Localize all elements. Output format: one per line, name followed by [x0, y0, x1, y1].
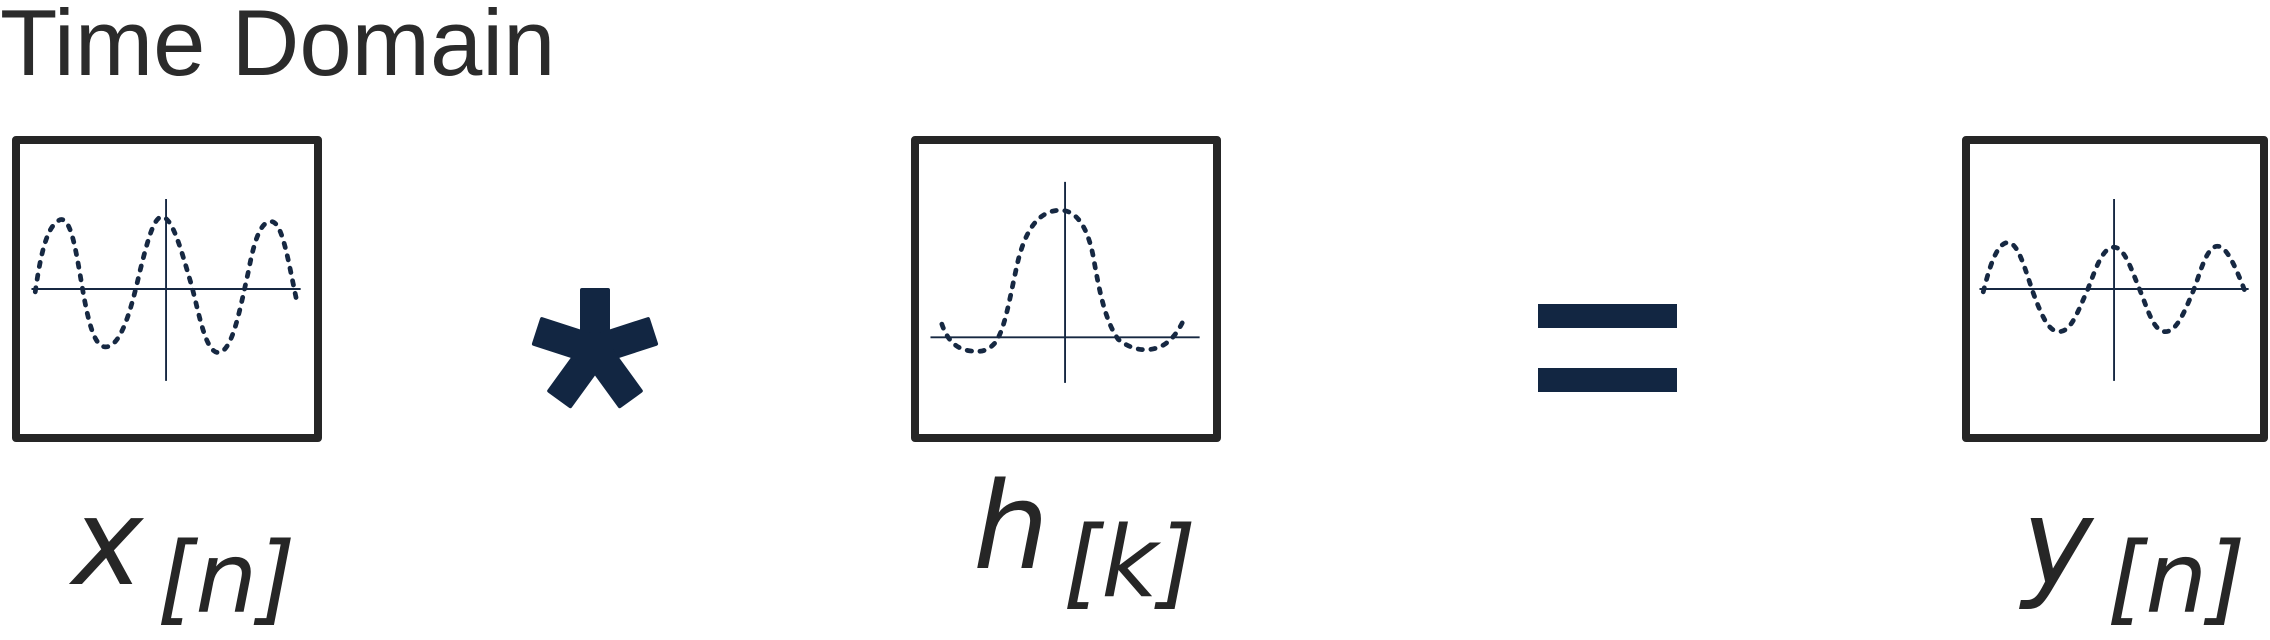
x-signal-plot	[31, 198, 301, 381]
x-signal-wave	[32, 214, 300, 355]
equals-icon	[1535, 300, 1680, 396]
y-signal-panel	[1962, 136, 2268, 442]
equals-sign	[1538, 304, 1677, 392]
y-signal-symbol: y	[2022, 474, 2094, 613]
h-signal-symbol: h	[973, 458, 1050, 597]
h-signal-label: h [k]	[973, 468, 1196, 613]
y-signal-wave	[1980, 240, 2250, 335]
y-signal-label: y [n]	[2022, 484, 2246, 629]
asterisk-icon	[531, 288, 659, 409]
h-signal-panel	[911, 136, 1221, 442]
x-signal-panel	[12, 136, 322, 442]
y-signal-plot	[1979, 198, 2250, 381]
x-signal-subscript: [n]	[157, 522, 296, 636]
h-signal-plot	[930, 181, 1200, 383]
y-signal-subscript: [n]	[2107, 522, 2246, 636]
page-title: Time Domain	[0, 0, 556, 95]
x-signal-symbol: x	[72, 474, 144, 613]
h-signal-subscript: [k]	[1063, 506, 1197, 620]
x-signal-label: x [n]	[72, 484, 296, 629]
h-signal-wave	[939, 207, 1185, 354]
convolution-asterisk-icon	[525, 280, 665, 420]
